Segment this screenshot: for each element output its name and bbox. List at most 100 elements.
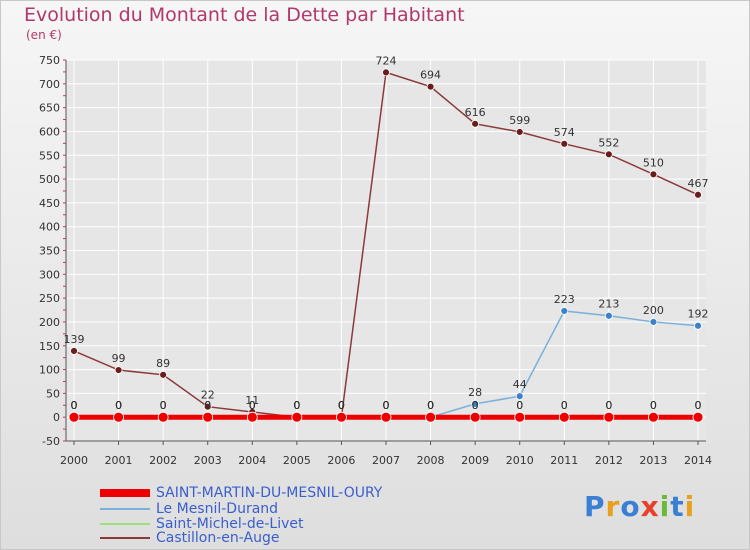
data-label: 0 bbox=[427, 399, 434, 412]
y-tick-label: 350 bbox=[39, 245, 60, 258]
data-point bbox=[558, 411, 570, 423]
y-tick-label: 250 bbox=[39, 292, 60, 305]
data-label: 22 bbox=[201, 389, 215, 402]
data-label: 0 bbox=[204, 399, 211, 412]
x-tick-label: 2000 bbox=[60, 454, 88, 467]
legend-label: Le Mesnil-Durand bbox=[156, 501, 279, 517]
data-label: 11 bbox=[245, 394, 259, 407]
logo-letter: r bbox=[605, 490, 621, 523]
data-point bbox=[515, 128, 524, 136]
x-tick-label: 2013 bbox=[639, 454, 667, 467]
data-point bbox=[425, 411, 436, 423]
legend-item-saint-martin: SAINT-MARTIN-DU-MESNIL-OURY bbox=[100, 485, 383, 501]
x-tick-label: 2010 bbox=[506, 454, 534, 467]
data-label: 599 bbox=[509, 114, 530, 127]
legend-label: Saint-Michel-de-Livet bbox=[156, 516, 304, 532]
data-label: 0 bbox=[293, 399, 300, 412]
legend-swatch bbox=[100, 489, 150, 497]
data-label: 0 bbox=[338, 399, 345, 412]
y-tick-label: 600 bbox=[39, 125, 60, 138]
legend-label: SAINT-MARTIN-DU-MESNIL-OURY bbox=[156, 485, 383, 501]
data-point bbox=[648, 411, 659, 423]
data-label: 0 bbox=[695, 399, 702, 412]
data-point bbox=[692, 411, 704, 423]
data-label: 0 bbox=[516, 399, 523, 412]
x-tick-label: 2002 bbox=[149, 454, 177, 467]
data-point bbox=[649, 170, 658, 179]
data-point bbox=[68, 411, 80, 423]
data-point bbox=[694, 321, 702, 330]
data-label: 0 bbox=[71, 399, 78, 412]
y-tick-label: 700 bbox=[39, 78, 60, 91]
data-label: 0 bbox=[472, 399, 479, 412]
data-point bbox=[694, 190, 702, 199]
data-point bbox=[159, 370, 168, 379]
x-tick-label: 2001 bbox=[105, 454, 133, 467]
y-tick-label: 500 bbox=[39, 173, 60, 186]
data-label: 192 bbox=[688, 308, 709, 321]
data-label: 616 bbox=[465, 106, 486, 119]
unit-label: (en €) bbox=[26, 28, 62, 42]
data-label: 0 bbox=[338, 399, 345, 412]
data-point bbox=[514, 411, 526, 423]
data-point bbox=[291, 411, 303, 423]
data-label: 0 bbox=[71, 399, 78, 412]
data-label: 0 bbox=[561, 399, 568, 412]
legend-label: Castillon-en-Auge bbox=[156, 530, 280, 546]
data-label: 0 bbox=[516, 399, 523, 412]
x-tick-label: 2009 bbox=[461, 454, 489, 467]
data-label: 0 bbox=[160, 399, 167, 412]
data-label: 0 bbox=[650, 399, 657, 412]
data-point bbox=[471, 399, 480, 408]
data-point bbox=[70, 347, 78, 355]
data-label: 0 bbox=[605, 399, 612, 412]
data-point bbox=[604, 150, 613, 159]
line-chart: -50 0 50 100 150 200 250 300 350 400 450 500 550 600 6… bbox=[39, 54, 712, 467]
data-label: 0 bbox=[472, 399, 479, 412]
y-tick-label: -50 bbox=[42, 435, 60, 448]
legend-item-castillon: Castillon-en-Auge bbox=[100, 530, 280, 546]
data-point bbox=[382, 68, 390, 77]
data-label: 0 bbox=[204, 399, 211, 412]
data-label: 552 bbox=[598, 136, 619, 149]
legend-swatch bbox=[100, 537, 150, 539]
data-label: 0 bbox=[605, 399, 612, 412]
data-label: 89 bbox=[156, 357, 170, 370]
legend-item-le-mesnil-durand: Le Mesnil-Durand bbox=[100, 501, 279, 517]
legend-swatch bbox=[100, 508, 150, 510]
data-label: 0 bbox=[338, 399, 345, 412]
data-point bbox=[426, 82, 435, 91]
data-point bbox=[560, 139, 569, 148]
data-point bbox=[471, 119, 480, 128]
data-point bbox=[246, 411, 258, 423]
data-point bbox=[560, 307, 569, 315]
x-tick-label: 2014 bbox=[684, 454, 712, 467]
legend-swatch bbox=[100, 523, 150, 525]
x-tick-label: 2003 bbox=[194, 454, 222, 467]
data-label: 0 bbox=[383, 399, 390, 412]
data-label: 0 bbox=[338, 399, 345, 412]
x-tick-label: 2005 bbox=[283, 454, 311, 467]
data-label: 200 bbox=[643, 304, 664, 317]
data-label: 0 bbox=[115, 399, 122, 412]
data-label: 0 bbox=[249, 399, 256, 412]
x-tick-label: 2007 bbox=[372, 454, 400, 467]
data-point bbox=[113, 411, 124, 423]
data-label: 223 bbox=[554, 293, 575, 306]
logo-letter: t bbox=[670, 490, 685, 523]
data-label: 0 bbox=[293, 399, 300, 412]
y-tick-label: 400 bbox=[39, 221, 60, 234]
data-label: 0 bbox=[650, 399, 657, 412]
x-tick-label: 2012 bbox=[595, 454, 623, 467]
data-label: 0 bbox=[427, 399, 434, 412]
data-label: 0 bbox=[115, 399, 122, 412]
x-tick-label: 2008 bbox=[417, 454, 445, 467]
data-label: 28 bbox=[468, 386, 482, 399]
data-point bbox=[515, 392, 524, 401]
data-label: 0 bbox=[383, 399, 390, 412]
data-point bbox=[603, 411, 615, 423]
data-label: 0 bbox=[561, 399, 568, 412]
data-label: 0 bbox=[293, 399, 300, 412]
y-tick-label: 50 bbox=[46, 387, 60, 400]
x-tick-label: 2011 bbox=[550, 454, 578, 467]
